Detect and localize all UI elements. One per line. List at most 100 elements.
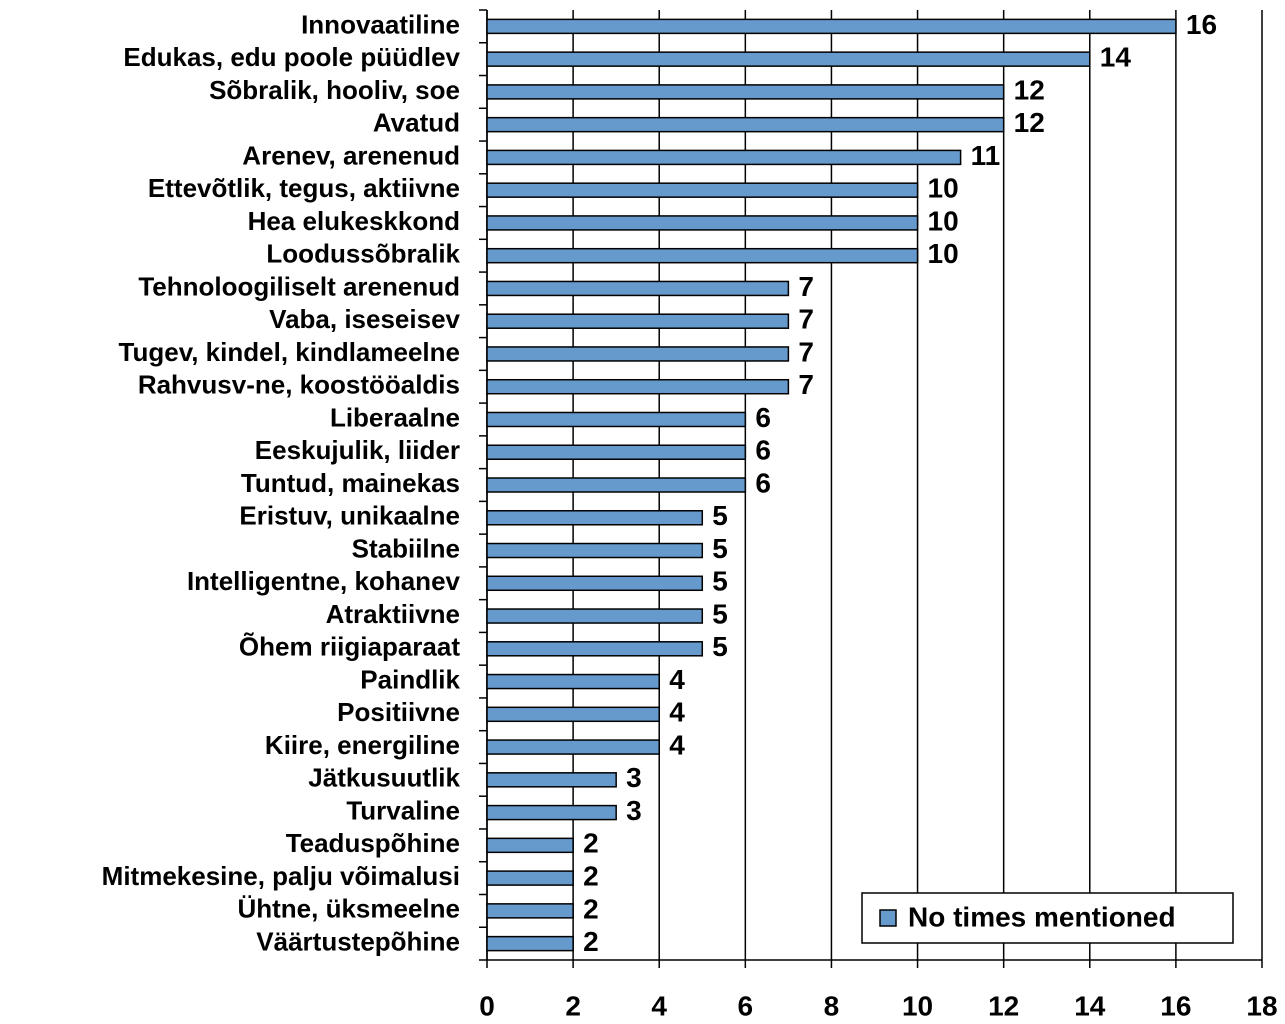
data-label: 2 xyxy=(583,860,599,891)
bar xyxy=(486,608,704,624)
y-tick-label: Turvaline xyxy=(346,795,460,825)
x-tick-label: 0 xyxy=(479,990,495,1021)
bar xyxy=(486,542,704,559)
bar xyxy=(486,411,747,428)
data-label: 5 xyxy=(712,500,728,531)
data-label: 10 xyxy=(928,238,959,269)
bar xyxy=(486,247,919,264)
data-label: 16 xyxy=(1186,9,1217,40)
legend-swatch xyxy=(879,909,897,927)
x-tick-label: 12 xyxy=(988,990,1019,1021)
bar xyxy=(486,51,1091,67)
data-label: 7 xyxy=(798,304,814,335)
y-tick-label: Paindlik xyxy=(360,664,460,694)
data-label: 6 xyxy=(755,402,771,433)
data-label: 10 xyxy=(928,173,959,204)
data-label: 5 xyxy=(712,631,728,662)
data-label: 5 xyxy=(712,598,728,629)
y-tick-label: Tugev, kindel, kindlameelne xyxy=(119,337,460,367)
bar xyxy=(486,215,919,231)
y-tick-label: Rahvusv-ne, koostööaldis xyxy=(138,370,460,400)
y-tick-label: Innovaatiline xyxy=(301,9,460,39)
y-tick-label: Eeskujulik, liider xyxy=(255,435,460,465)
y-tick-label: Kiire, energiline xyxy=(265,730,460,760)
bar xyxy=(486,444,747,460)
data-label: 12 xyxy=(1014,74,1045,105)
y-tick-label: Loodussõbralik xyxy=(266,239,460,269)
y-tick-label: Õhem riigiaparaat xyxy=(239,632,460,662)
y-tick-label: Väärtustepõhine xyxy=(256,926,460,956)
data-label: 11 xyxy=(971,140,1001,171)
data-label: 14 xyxy=(1100,42,1132,73)
bar xyxy=(486,870,574,886)
bar xyxy=(486,149,962,166)
x-tick-label: 18 xyxy=(1246,990,1277,1021)
x-tick-label: 2 xyxy=(565,990,581,1021)
bar xyxy=(486,313,790,329)
bar xyxy=(486,477,747,493)
data-label: 12 xyxy=(1014,107,1045,138)
data-label: 7 xyxy=(798,336,814,367)
data-label: 3 xyxy=(626,762,642,793)
bar xyxy=(486,935,574,952)
bar xyxy=(486,673,660,690)
bar xyxy=(486,772,617,788)
y-tick-label: Sõbralik, hooliv, soe xyxy=(209,75,460,105)
bar xyxy=(486,837,574,854)
data-label: 4 xyxy=(669,697,685,728)
y-tick-label: Liberaalne xyxy=(330,402,460,432)
data-label: 10 xyxy=(928,205,959,236)
data-label: 2 xyxy=(583,926,599,957)
y-tick-label: Ettevõtlik, tegus, aktiivne xyxy=(148,173,460,203)
y-tick-label: Jätkusuutlik xyxy=(308,763,460,793)
data-label: 6 xyxy=(755,467,771,498)
bar xyxy=(486,116,1005,133)
bar xyxy=(486,706,660,723)
bar xyxy=(486,18,1177,35)
data-label: 2 xyxy=(583,893,599,924)
bar xyxy=(486,346,790,362)
bar xyxy=(486,510,704,526)
y-tick-label: Teaduspõhine xyxy=(286,828,460,858)
bar xyxy=(486,280,790,297)
bar xyxy=(486,575,704,592)
y-tick-label: Edukas, edu poole püüdlev xyxy=(123,42,460,72)
y-tick-label: Intelligentne, kohanev xyxy=(187,566,461,596)
y-tick-label: Mitmekesine, palju võimalusi xyxy=(102,861,460,891)
bar xyxy=(486,182,919,198)
y-tick-label: Tuntud, mainekas xyxy=(241,468,460,498)
x-tick-label: 16 xyxy=(1160,990,1191,1021)
legend-label: No times mentioned xyxy=(908,901,1176,932)
x-tick-label: 14 xyxy=(1074,990,1106,1021)
y-tick-label: Arenev, arenenud xyxy=(242,140,460,170)
y-tick-label: Tehnoloogiliselt arenenud xyxy=(138,271,460,301)
x-tick-label: 6 xyxy=(738,990,754,1021)
y-tick-label: Eristuv, unikaalne xyxy=(239,501,460,531)
data-label: 2 xyxy=(583,828,599,859)
data-label: 7 xyxy=(798,369,814,400)
data-label: 7 xyxy=(798,271,814,302)
data-label: 5 xyxy=(712,533,728,564)
y-tick-label: Stabiilne xyxy=(352,533,460,563)
data-label: 6 xyxy=(755,435,771,466)
y-tick-label: Avatud xyxy=(373,108,460,138)
data-label: 4 xyxy=(669,729,685,760)
bar xyxy=(486,739,660,755)
y-tick-label: Hea elukeskkond xyxy=(248,206,460,236)
y-tick-label: Positiivne xyxy=(337,697,460,727)
data-label: 3 xyxy=(626,795,642,826)
y-tick-label: Ühtne, üksmeelne xyxy=(237,894,460,924)
x-tick-label: 8 xyxy=(824,990,840,1021)
data-label: 5 xyxy=(712,566,728,597)
y-tick-label: Atraktiivne xyxy=(326,599,460,629)
bar xyxy=(486,804,617,821)
legend-box xyxy=(861,892,1234,944)
x-tick-label: 10 xyxy=(902,990,933,1021)
data-label: 4 xyxy=(669,664,685,695)
bar xyxy=(486,641,704,657)
bar xyxy=(486,378,790,395)
y-tick-label: Vaba, iseseisev xyxy=(269,304,460,334)
bar xyxy=(486,903,574,919)
x-tick-label: 4 xyxy=(651,990,667,1021)
